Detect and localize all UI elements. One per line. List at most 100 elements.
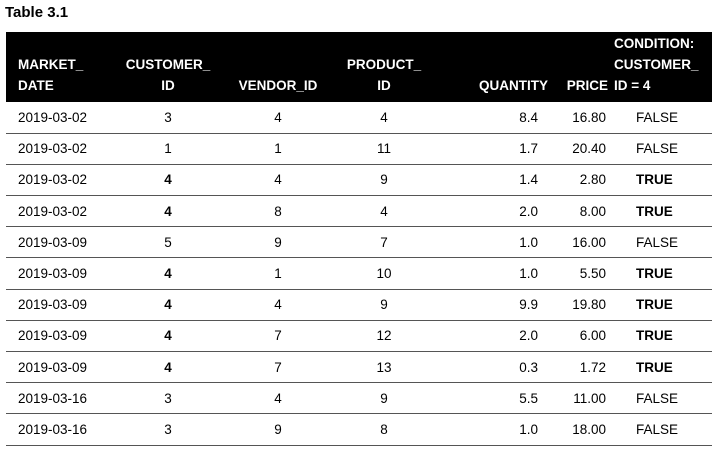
market-date-cell: 2019-03-02 <box>6 164 110 197</box>
condition-cell: TRUE <box>612 289 712 321</box>
customer-id-cell: 4 <box>110 289 226 321</box>
product-id-cell: 10 <box>330 257 438 290</box>
quantity-cell: 1.0 <box>438 226 552 259</box>
table-header: MARKET_ DATE CUSTOMER_ ID VENDOR_ID PRODUC… <box>6 32 712 102</box>
quantity-cell: 2.0 <box>438 195 552 228</box>
quantity-cell: 9.9 <box>438 289 552 321</box>
table-row: 2019-03-09 4 7 13 0.3 1.72 TRUE <box>6 351 712 384</box>
table-row: 2019-03-02 4 4 9 1.4 2.80 TRUE <box>6 164 712 197</box>
vendor-id-cell: 1 <box>226 133 330 165</box>
market-date-cell: 2019-03-09 <box>6 226 110 259</box>
market-date-cell: 2019-03-09 <box>6 320 110 353</box>
table-row: 2019-03-16 3 9 8 1.0 18.00 FALSE <box>6 413 712 446</box>
table-caption: Table 3.1 <box>5 4 69 21</box>
condition-cell: FALSE <box>612 413 712 446</box>
product-id-cell: 9 <box>330 164 438 197</box>
price-cell: 20.40 <box>552 133 612 165</box>
table-row: 2019-03-09 4 1 10 1.0 5.50 TRUE <box>6 257 712 290</box>
quantity-cell: 2.0 <box>438 320 552 353</box>
market-date-cell: 2019-03-09 <box>6 351 110 384</box>
col-header-vendor-id: VENDOR_ID <box>238 78 318 93</box>
customer-id-cell: 3 <box>110 382 226 415</box>
vendor-id-cell: 1 <box>226 257 330 290</box>
market-date-cell: 2019-03-09 <box>6 289 110 321</box>
product-id-cell: 7 <box>330 226 438 259</box>
col-header-quantity: QUANTITY <box>479 78 548 93</box>
product-id-cell: 8 <box>330 413 438 446</box>
market-date-cell: 2019-03-02 <box>6 102 110 134</box>
customer-id-cell: 4 <box>110 164 226 197</box>
table-body: 2019-03-02 3 4 4 8.4 16.80 FALSE 2019-03-02 1 1 11… <box>6 102 712 446</box>
col-header-product-id: PRODUCT_ ID <box>346 57 422 93</box>
condition-cell: TRUE <box>612 320 712 353</box>
price-cell: 8.00 <box>552 195 612 228</box>
vendor-id-cell: 7 <box>226 320 330 353</box>
quantity-cell: 0.3 <box>438 351 552 384</box>
product-id-cell: 11 <box>330 133 438 165</box>
table-row: 2019-03-02 3 4 4 8.4 16.80 FALSE <box>6 102 712 134</box>
table-row: 2019-03-02 1 1 11 1.7 20.40 FALSE <box>6 133 712 165</box>
col-header-market-date: MARKET_ DATE <box>18 57 84 93</box>
price-cell: 18.00 <box>552 413 612 446</box>
condition-cell: FALSE <box>612 102 712 134</box>
col-header-condition: CONDITION: CUSTOMER_ ID = 4 <box>614 36 699 93</box>
product-id-cell: 13 <box>330 351 438 384</box>
vendor-id-cell: 8 <box>226 195 330 228</box>
product-id-cell: 4 <box>330 195 438 228</box>
condition-cell: TRUE <box>612 164 712 197</box>
quantity-cell: 5.5 <box>438 382 552 415</box>
table-row: 2019-03-09 4 4 9 9.9 19.80 TRUE <box>6 289 712 321</box>
col-header-price: PRICE <box>566 78 608 93</box>
product-id-cell: 12 <box>330 320 438 353</box>
price-cell: 16.80 <box>552 102 612 134</box>
market-date-cell: 2019-03-09 <box>6 257 110 290</box>
condition-cell: FALSE <box>612 133 712 165</box>
price-cell: 5.50 <box>552 257 612 290</box>
customer-id-cell: 3 <box>110 102 226 134</box>
product-id-cell: 9 <box>330 289 438 321</box>
table-row: 2019-03-16 3 4 9 5.5 11.00 FALSE <box>6 382 712 415</box>
table-row: 2019-03-02 4 8 4 2.0 8.00 TRUE <box>6 195 712 228</box>
vendor-id-cell: 4 <box>226 289 330 321</box>
vendor-id-cell: 9 <box>226 226 330 259</box>
condition-cell: TRUE <box>612 195 712 228</box>
customer-id-cell: 5 <box>110 226 226 259</box>
market-date-cell: 2019-03-02 <box>6 195 110 228</box>
condition-cell: FALSE <box>612 226 712 259</box>
market-date-cell: 2019-03-16 <box>6 382 110 415</box>
price-cell: 1.72 <box>552 351 612 384</box>
customer-id-cell: 4 <box>110 257 226 290</box>
vendor-id-cell: 4 <box>226 164 330 197</box>
vendor-id-cell: 9 <box>226 413 330 446</box>
price-cell: 6.00 <box>552 320 612 353</box>
product-id-cell: 4 <box>330 102 438 134</box>
vendor-id-cell: 4 <box>226 102 330 134</box>
customer-id-cell: 4 <box>110 320 226 353</box>
quantity-cell: 1.4 <box>438 164 552 197</box>
market-date-cell: 2019-03-02 <box>6 133 110 165</box>
condition-cell: FALSE <box>612 382 712 415</box>
quantity-cell: 1.0 <box>438 257 552 290</box>
price-cell: 11.00 <box>552 382 612 415</box>
customer-id-cell: 4 <box>110 195 226 228</box>
customer-id-cell: 4 <box>110 351 226 384</box>
col-header-customer-id: CUSTOMER_ ID <box>125 57 211 93</box>
data-table: MARKET_ DATE CUSTOMER_ ID VENDOR_ID PRODUC… <box>6 32 712 446</box>
price-cell: 16.00 <box>552 226 612 259</box>
market-date-cell: 2019-03-16 <box>6 413 110 446</box>
header-row: MARKET_ DATE CUSTOMER_ ID VENDOR_ID PRODUC… <box>6 32 712 102</box>
quantity-cell: 8.4 <box>438 102 552 134</box>
table-row: 2019-03-09 4 7 12 2.0 6.00 TRUE <box>6 320 712 353</box>
price-cell: 19.80 <box>552 289 612 321</box>
customer-id-cell: 1 <box>110 133 226 165</box>
table-row: 2019-03-09 5 9 7 1.0 16.00 FALSE <box>6 226 712 259</box>
quantity-cell: 1.7 <box>438 133 552 165</box>
customer-id-cell: 3 <box>110 413 226 446</box>
vendor-id-cell: 4 <box>226 382 330 415</box>
condition-cell: TRUE <box>612 257 712 290</box>
quantity-cell: 1.0 <box>438 413 552 446</box>
condition-cell: TRUE <box>612 351 712 384</box>
product-id-cell: 9 <box>330 382 438 415</box>
vendor-id-cell: 7 <box>226 351 330 384</box>
price-cell: 2.80 <box>552 164 612 197</box>
